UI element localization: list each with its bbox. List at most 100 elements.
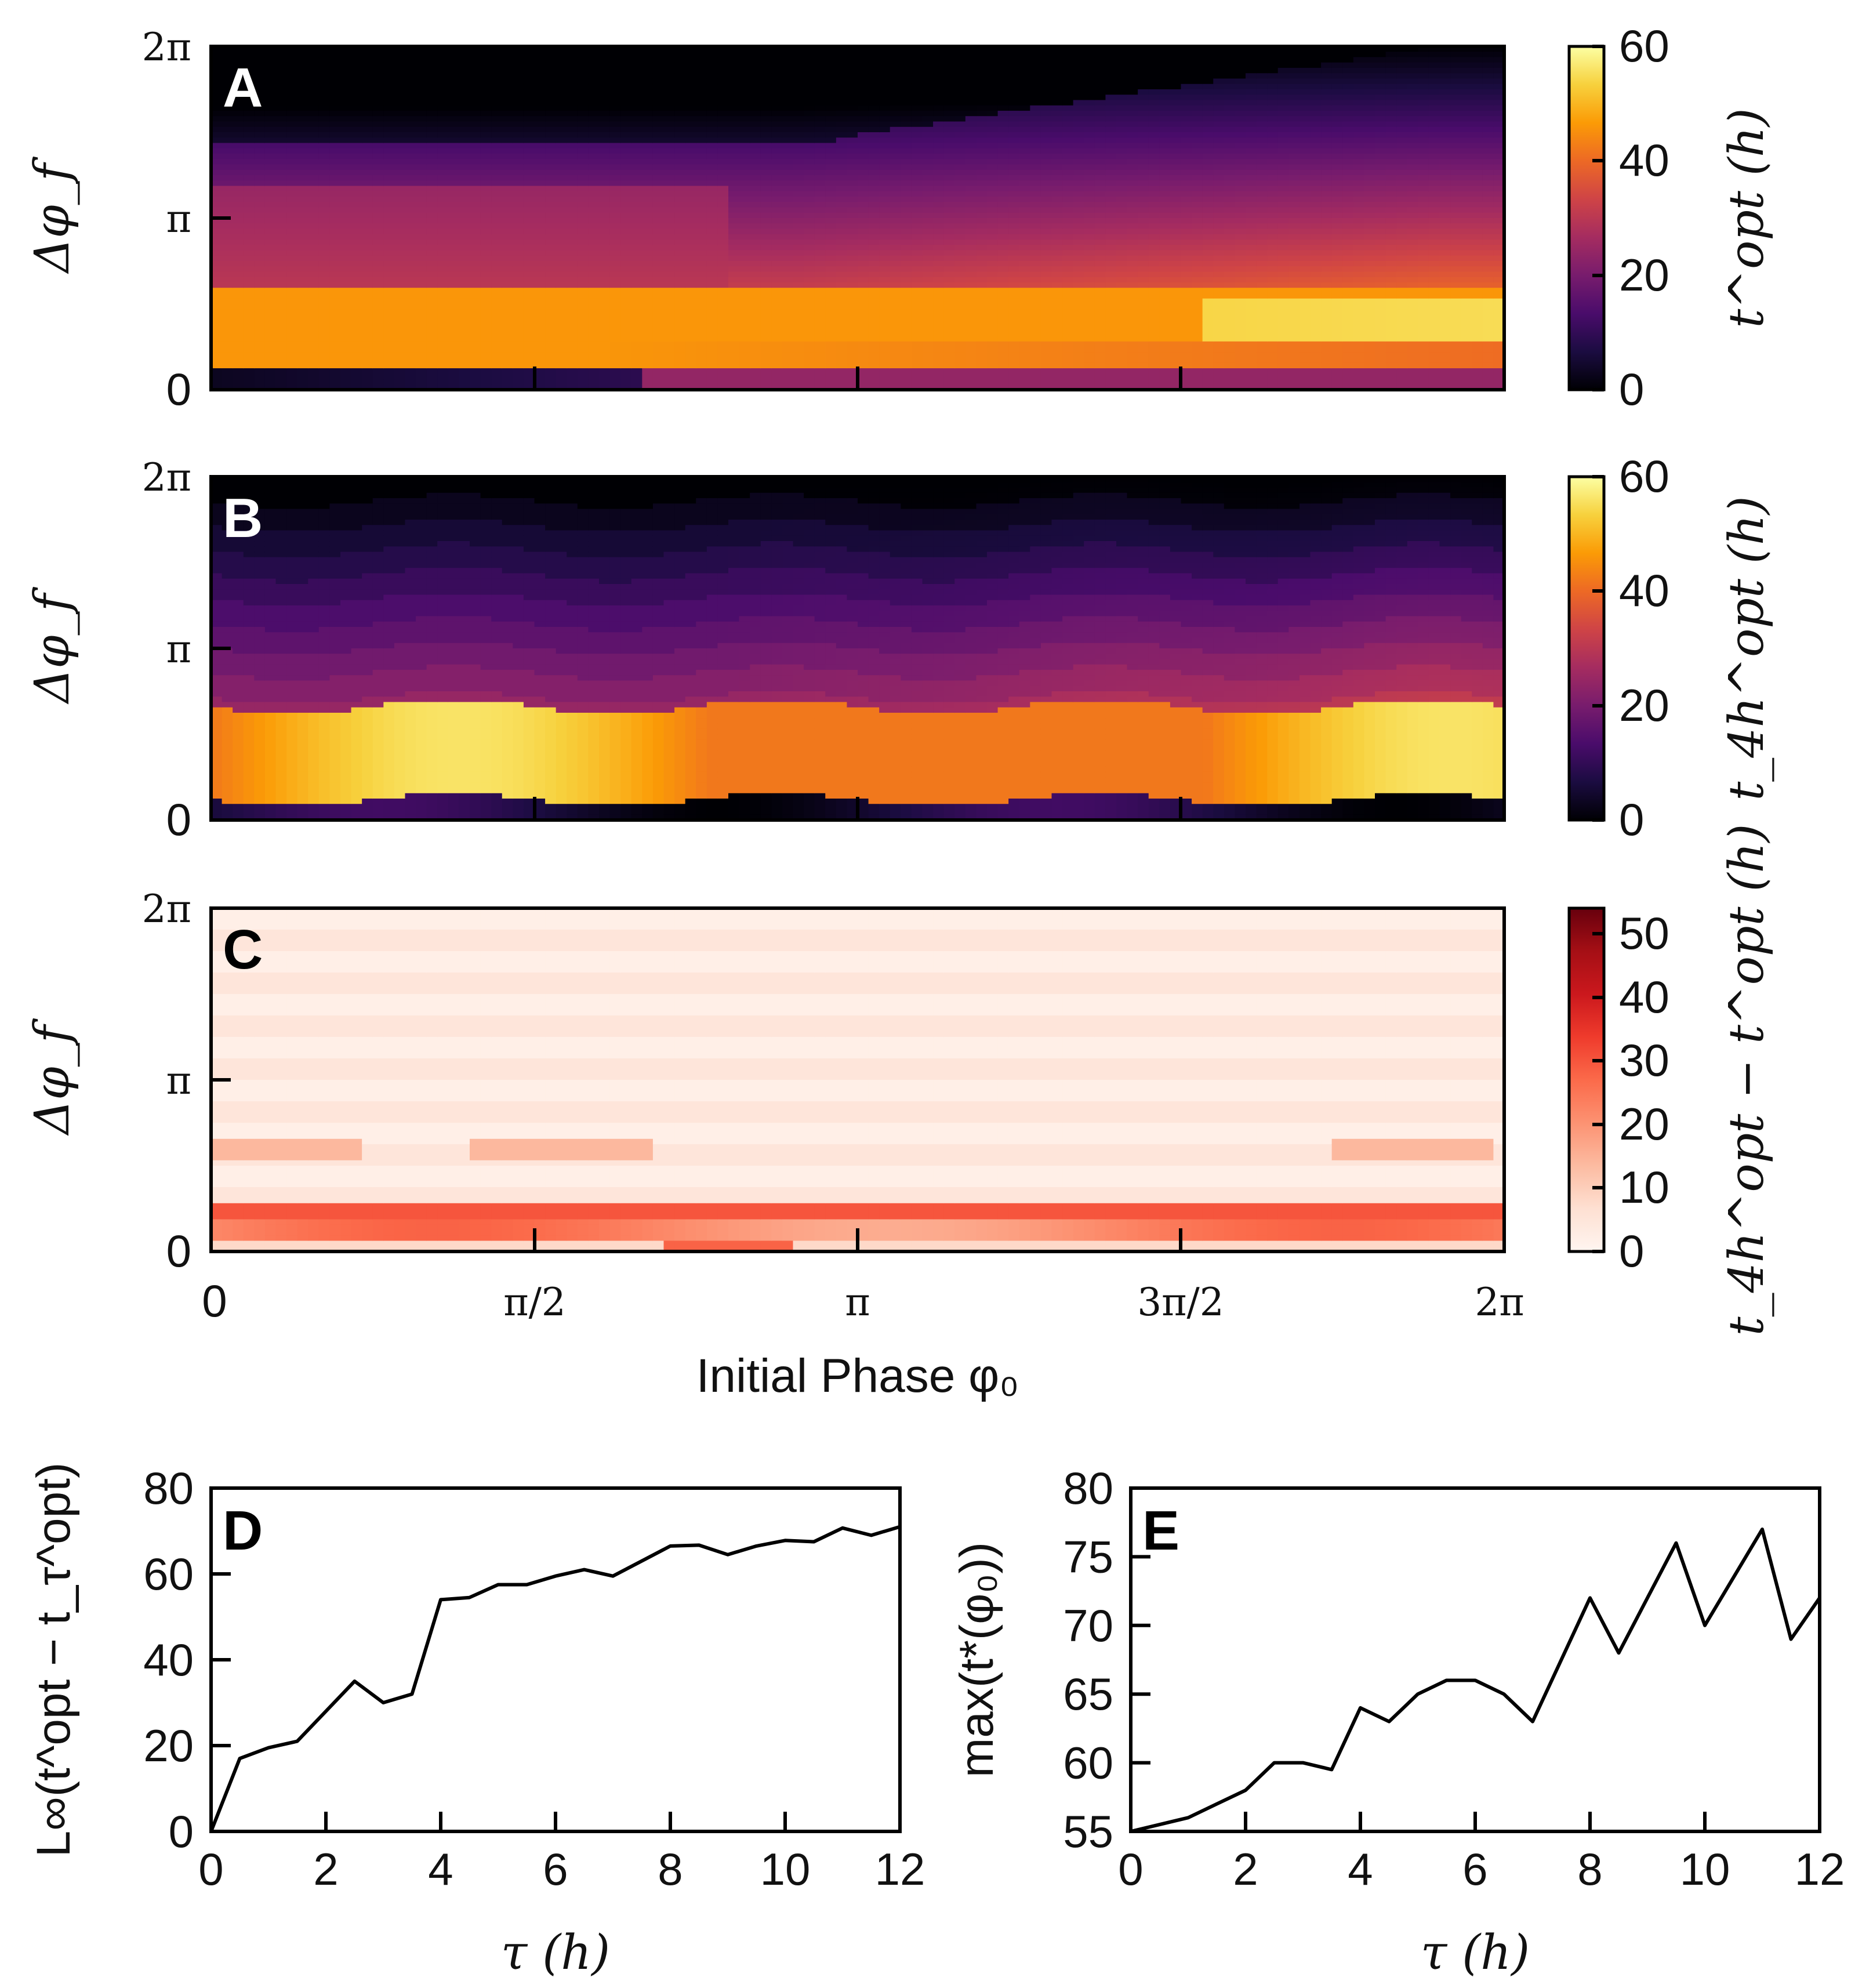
heatmap-cell [965,89,977,95]
heatmap-cell [211,271,223,278]
heatmap-cell [459,68,470,74]
heatmap-cell [362,234,373,240]
heatmap-cell [523,277,535,283]
heatmap-cell [275,384,287,390]
heatmap-cell [426,121,438,128]
heatmap-cell [362,121,373,128]
heatmap-cell [297,379,308,385]
heatmap-cell [556,266,567,273]
heatmap-cell [437,261,449,267]
heatmap-cell [739,352,750,358]
heatmap-cell [1040,105,1052,111]
heatmap-cell [286,143,298,149]
heatmap-cell [911,175,923,181]
heatmap-cell [448,288,460,294]
heatmap-cell [1040,191,1052,197]
heatmap-cell [804,100,815,106]
heatmap-cell [491,111,503,117]
heatmap-cell [728,169,740,176]
heatmap-cell [523,250,535,256]
heatmap-cell [847,223,858,230]
heatmap-cell [728,271,740,278]
heatmap-cell [836,293,848,299]
heatmap-cell [599,347,611,353]
heatmap-cell [642,320,654,326]
heatmap-cell [760,89,772,95]
heatmap-cell [706,169,718,176]
heatmap-cell [750,357,761,364]
heatmap-cell [372,89,384,95]
heatmap-cell [254,132,266,138]
heatmap-cell [631,379,643,385]
heatmap-cell [264,116,277,122]
heatmap-cell [599,261,611,267]
heatmap-cell [750,202,761,208]
heatmap-cell [470,111,481,117]
heatmap-cell [674,197,686,202]
heatmap-cell [1030,207,1041,213]
heatmap-cell [437,362,449,369]
heatmap-cell [750,352,761,358]
heatmap-cell [459,277,470,283]
heatmap-cell [416,234,427,240]
heatmap-cell [470,207,481,213]
heatmap-cell [965,52,977,58]
heatmap-cell [222,347,233,353]
heatmap-cell [211,357,223,364]
heatmap-cell [814,84,826,90]
heatmap-cell [933,207,945,213]
heatmap-cell [254,95,266,101]
heatmap-cell [847,250,858,256]
heatmap-cell [717,373,729,380]
heatmap-cell [318,46,331,52]
heatmap-cell [652,325,665,331]
heatmap-cell [997,384,1009,390]
heatmap-cell [739,341,750,347]
heatmap-cell [836,57,848,63]
heatmap-cell [922,78,934,85]
heatmap-cell [631,121,643,128]
heatmap-cell [631,261,643,267]
heatmap-cell [523,143,535,149]
heatmap-cell [804,368,815,374]
heatmap-cell [448,116,460,122]
heatmap-cell [599,105,611,111]
heatmap-cell [793,261,804,267]
heatmap-cell [814,304,826,310]
heatmap-cell [264,373,277,380]
heatmap-cell [394,95,406,101]
heatmap-cell [750,105,761,111]
heatmap-cell [448,352,460,358]
heatmap-cell [556,379,567,385]
heatmap-cell [760,191,772,197]
heatmap-cell [523,384,535,390]
heatmap-cell [782,384,794,390]
heatmap-cell [405,68,416,74]
heatmap-cell [696,52,707,58]
heatmap-cell [362,277,373,283]
heatmap-cell [351,298,362,304]
heatmap-cell [901,314,912,321]
heatmap-cell [1019,143,1030,149]
heatmap-cell [858,95,869,101]
heatmap-cell [513,384,524,390]
heatmap-cell [405,320,416,326]
heatmap-cell [1008,266,1020,273]
heatmap-cell [545,116,557,122]
heatmap-cell [577,73,589,79]
heatmap-cell [264,78,277,85]
heatmap-cell [620,169,632,176]
heatmap-cell [868,62,880,68]
heatmap-cell [211,325,223,331]
heatmap-cell [663,126,675,133]
heatmap-cell [728,73,740,79]
heatmap-cell [901,336,912,342]
heatmap-cell [868,100,880,106]
heatmap-cell [706,255,718,262]
heatmap-cell [631,191,643,197]
heatmap-cell [976,57,988,63]
heatmap-cell [1019,304,1030,310]
heatmap-cell [426,266,438,273]
heatmap-cell [858,325,869,331]
heatmap-cell [577,116,589,122]
